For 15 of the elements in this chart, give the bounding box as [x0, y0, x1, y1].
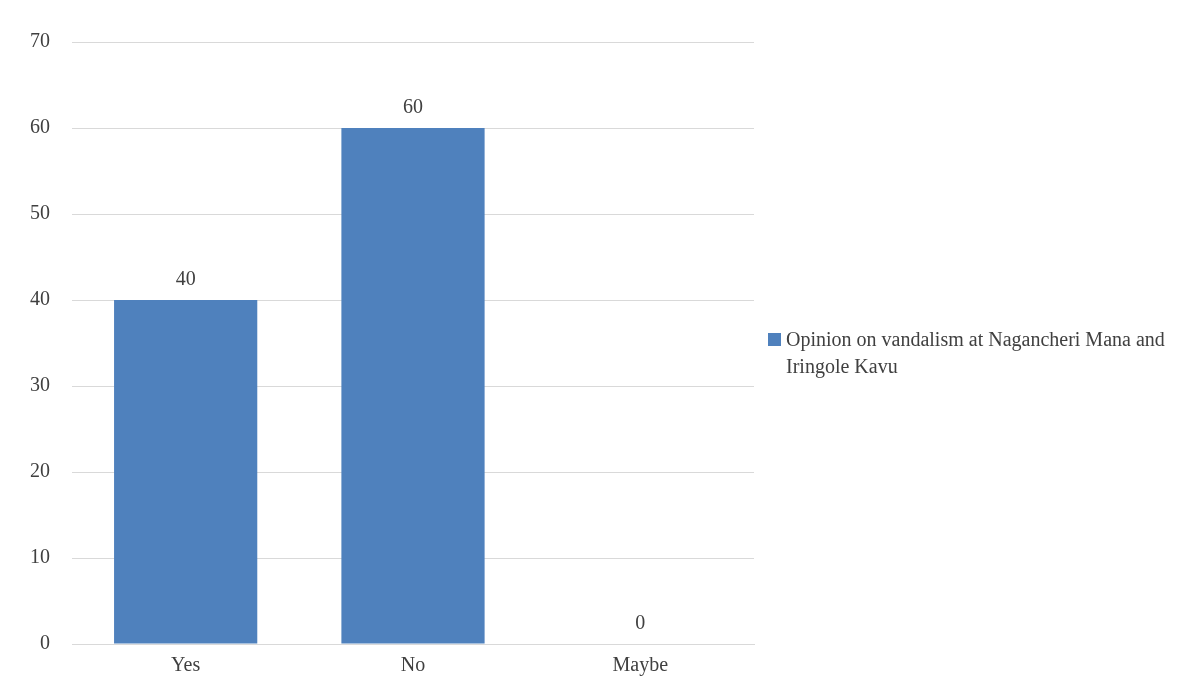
x-tick-label: Maybe	[612, 653, 669, 677]
y-tick-label: 70	[30, 29, 50, 52]
y-tick-label: 50	[30, 201, 50, 224]
y-tick-label: 30	[30, 373, 50, 396]
x-tick-label: No	[400, 653, 426, 676]
data-label: 60	[403, 95, 423, 118]
y-tick-label: 0	[40, 631, 50, 654]
y-tick-label: 10	[30, 545, 50, 568]
x-tick-label: Yes	[171, 653, 201, 676]
y-tick-label: 40	[30, 287, 50, 310]
y-tick-label: 60	[30, 115, 50, 138]
legend-label: Opinion on vandalism at Nagancheri Mana and Iringole Kavu	[786, 327, 1166, 380]
data-label: 40	[175, 267, 196, 290]
data-label: 0	[635, 611, 646, 634]
y-tick-label: 20	[30, 459, 50, 482]
